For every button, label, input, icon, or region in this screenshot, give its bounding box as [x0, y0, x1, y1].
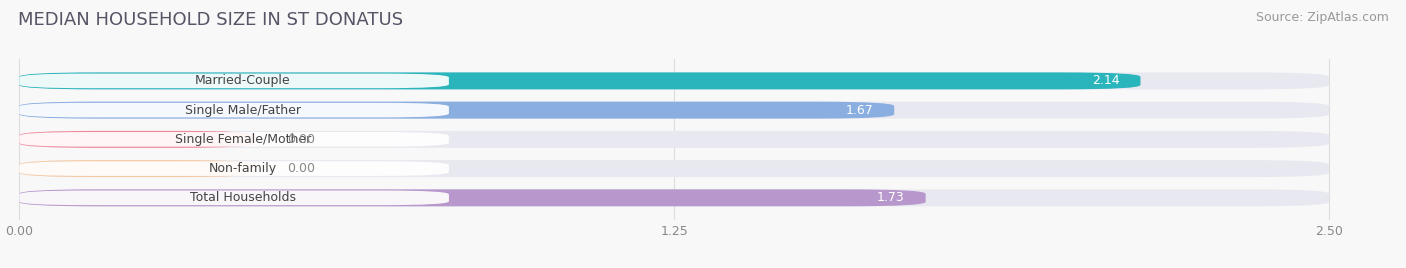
- Text: Single Male/Father: Single Male/Father: [184, 104, 301, 117]
- Text: Total Households: Total Households: [190, 191, 295, 204]
- FancyBboxPatch shape: [20, 189, 925, 206]
- Text: Single Female/Mother: Single Female/Mother: [174, 133, 311, 146]
- FancyBboxPatch shape: [20, 191, 449, 205]
- Text: 0.00: 0.00: [287, 133, 315, 146]
- FancyBboxPatch shape: [20, 74, 449, 88]
- Text: Non-family: Non-family: [208, 162, 277, 175]
- FancyBboxPatch shape: [20, 131, 1329, 148]
- FancyBboxPatch shape: [20, 160, 1329, 177]
- Text: 1.73: 1.73: [877, 191, 904, 204]
- Text: 1.67: 1.67: [845, 104, 873, 117]
- FancyBboxPatch shape: [20, 72, 1140, 89]
- FancyBboxPatch shape: [20, 103, 449, 117]
- FancyBboxPatch shape: [20, 132, 449, 147]
- FancyBboxPatch shape: [20, 72, 1329, 89]
- Text: MEDIAN HOUSEHOLD SIZE IN ST DONATUS: MEDIAN HOUSEHOLD SIZE IN ST DONATUS: [18, 11, 404, 29]
- FancyBboxPatch shape: [20, 189, 1329, 206]
- Text: Source: ZipAtlas.com: Source: ZipAtlas.com: [1256, 11, 1389, 24]
- Text: 0.00: 0.00: [287, 162, 315, 175]
- FancyBboxPatch shape: [20, 161, 449, 176]
- FancyBboxPatch shape: [20, 131, 256, 148]
- FancyBboxPatch shape: [20, 160, 256, 177]
- FancyBboxPatch shape: [20, 102, 894, 119]
- Text: Married-Couple: Married-Couple: [195, 75, 291, 87]
- Text: 2.14: 2.14: [1092, 75, 1119, 87]
- FancyBboxPatch shape: [20, 102, 1329, 119]
